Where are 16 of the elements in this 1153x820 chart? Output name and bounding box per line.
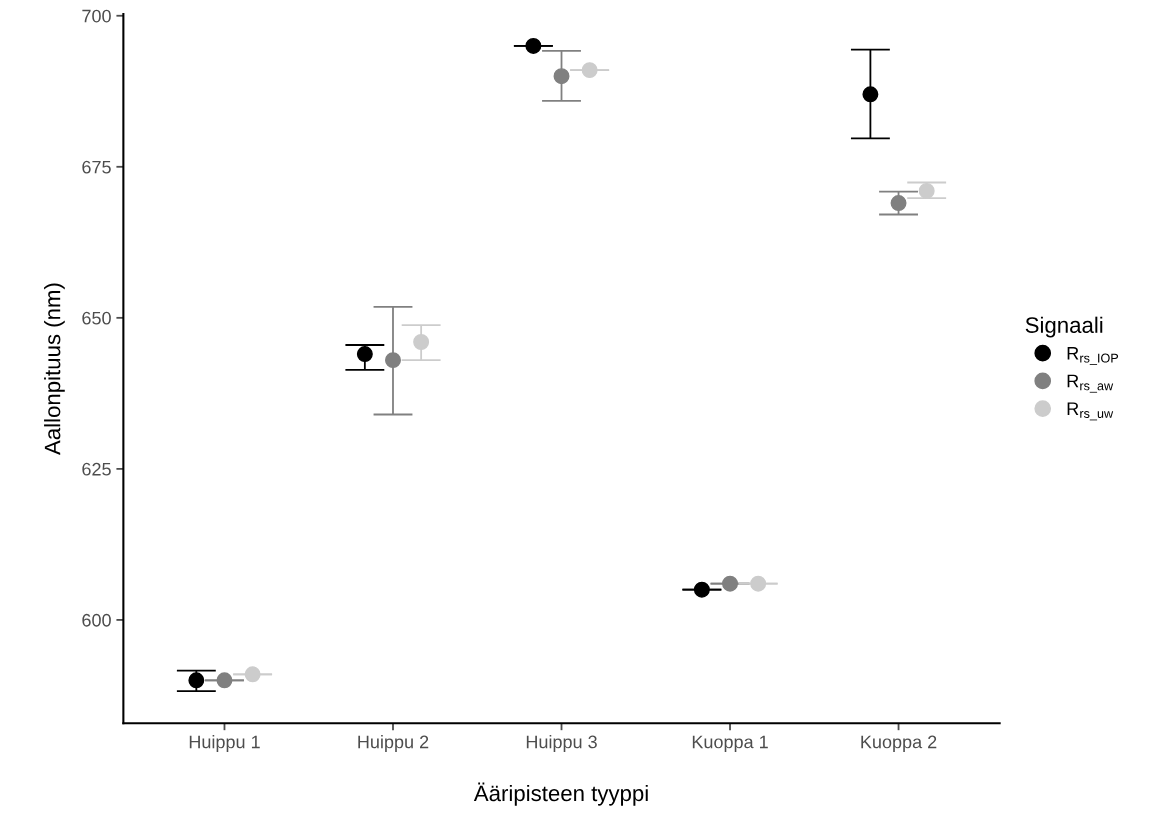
x-tick-label: Kuoppa 1 — [692, 735, 768, 752]
y-axis-title: Aallonpituus (nm) — [44, 283, 65, 455]
legend-title: Signaali — [1025, 316, 1103, 338]
x-tick-label: Huippu 3 — [526, 735, 597, 752]
y-tick-label: 600 — [82, 613, 111, 627]
legend-label: R$_{rs_aw}$ — [1067, 374, 1114, 393]
x-tick-label: Huippu 2 — [358, 735, 429, 752]
legend-label: R$_{rs_IOP}$ — [1067, 347, 1119, 365]
legend-label: R$_{rs_uw}$ — [1067, 402, 1114, 421]
x-axis-title: Ääripisteen tyyppi — [473, 782, 648, 806]
y-tick-label: 650 — [82, 311, 111, 325]
y-tick-label: 700 — [82, 9, 111, 23]
y-tick-label: 625 — [82, 462, 111, 476]
x-tick-label: Kuoppa 2 — [861, 735, 937, 752]
x-tick-label: Huippu 1 — [189, 735, 260, 752]
y-tick-label: 675 — [82, 160, 111, 174]
